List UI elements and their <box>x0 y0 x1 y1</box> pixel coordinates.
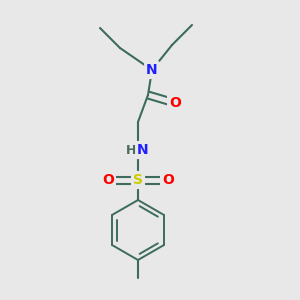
Text: O: O <box>169 96 181 110</box>
Text: H: H <box>126 143 136 157</box>
Text: S: S <box>133 173 143 187</box>
Text: N: N <box>146 63 158 77</box>
Text: O: O <box>102 173 114 187</box>
Text: O: O <box>162 173 174 187</box>
Text: N: N <box>137 143 149 157</box>
